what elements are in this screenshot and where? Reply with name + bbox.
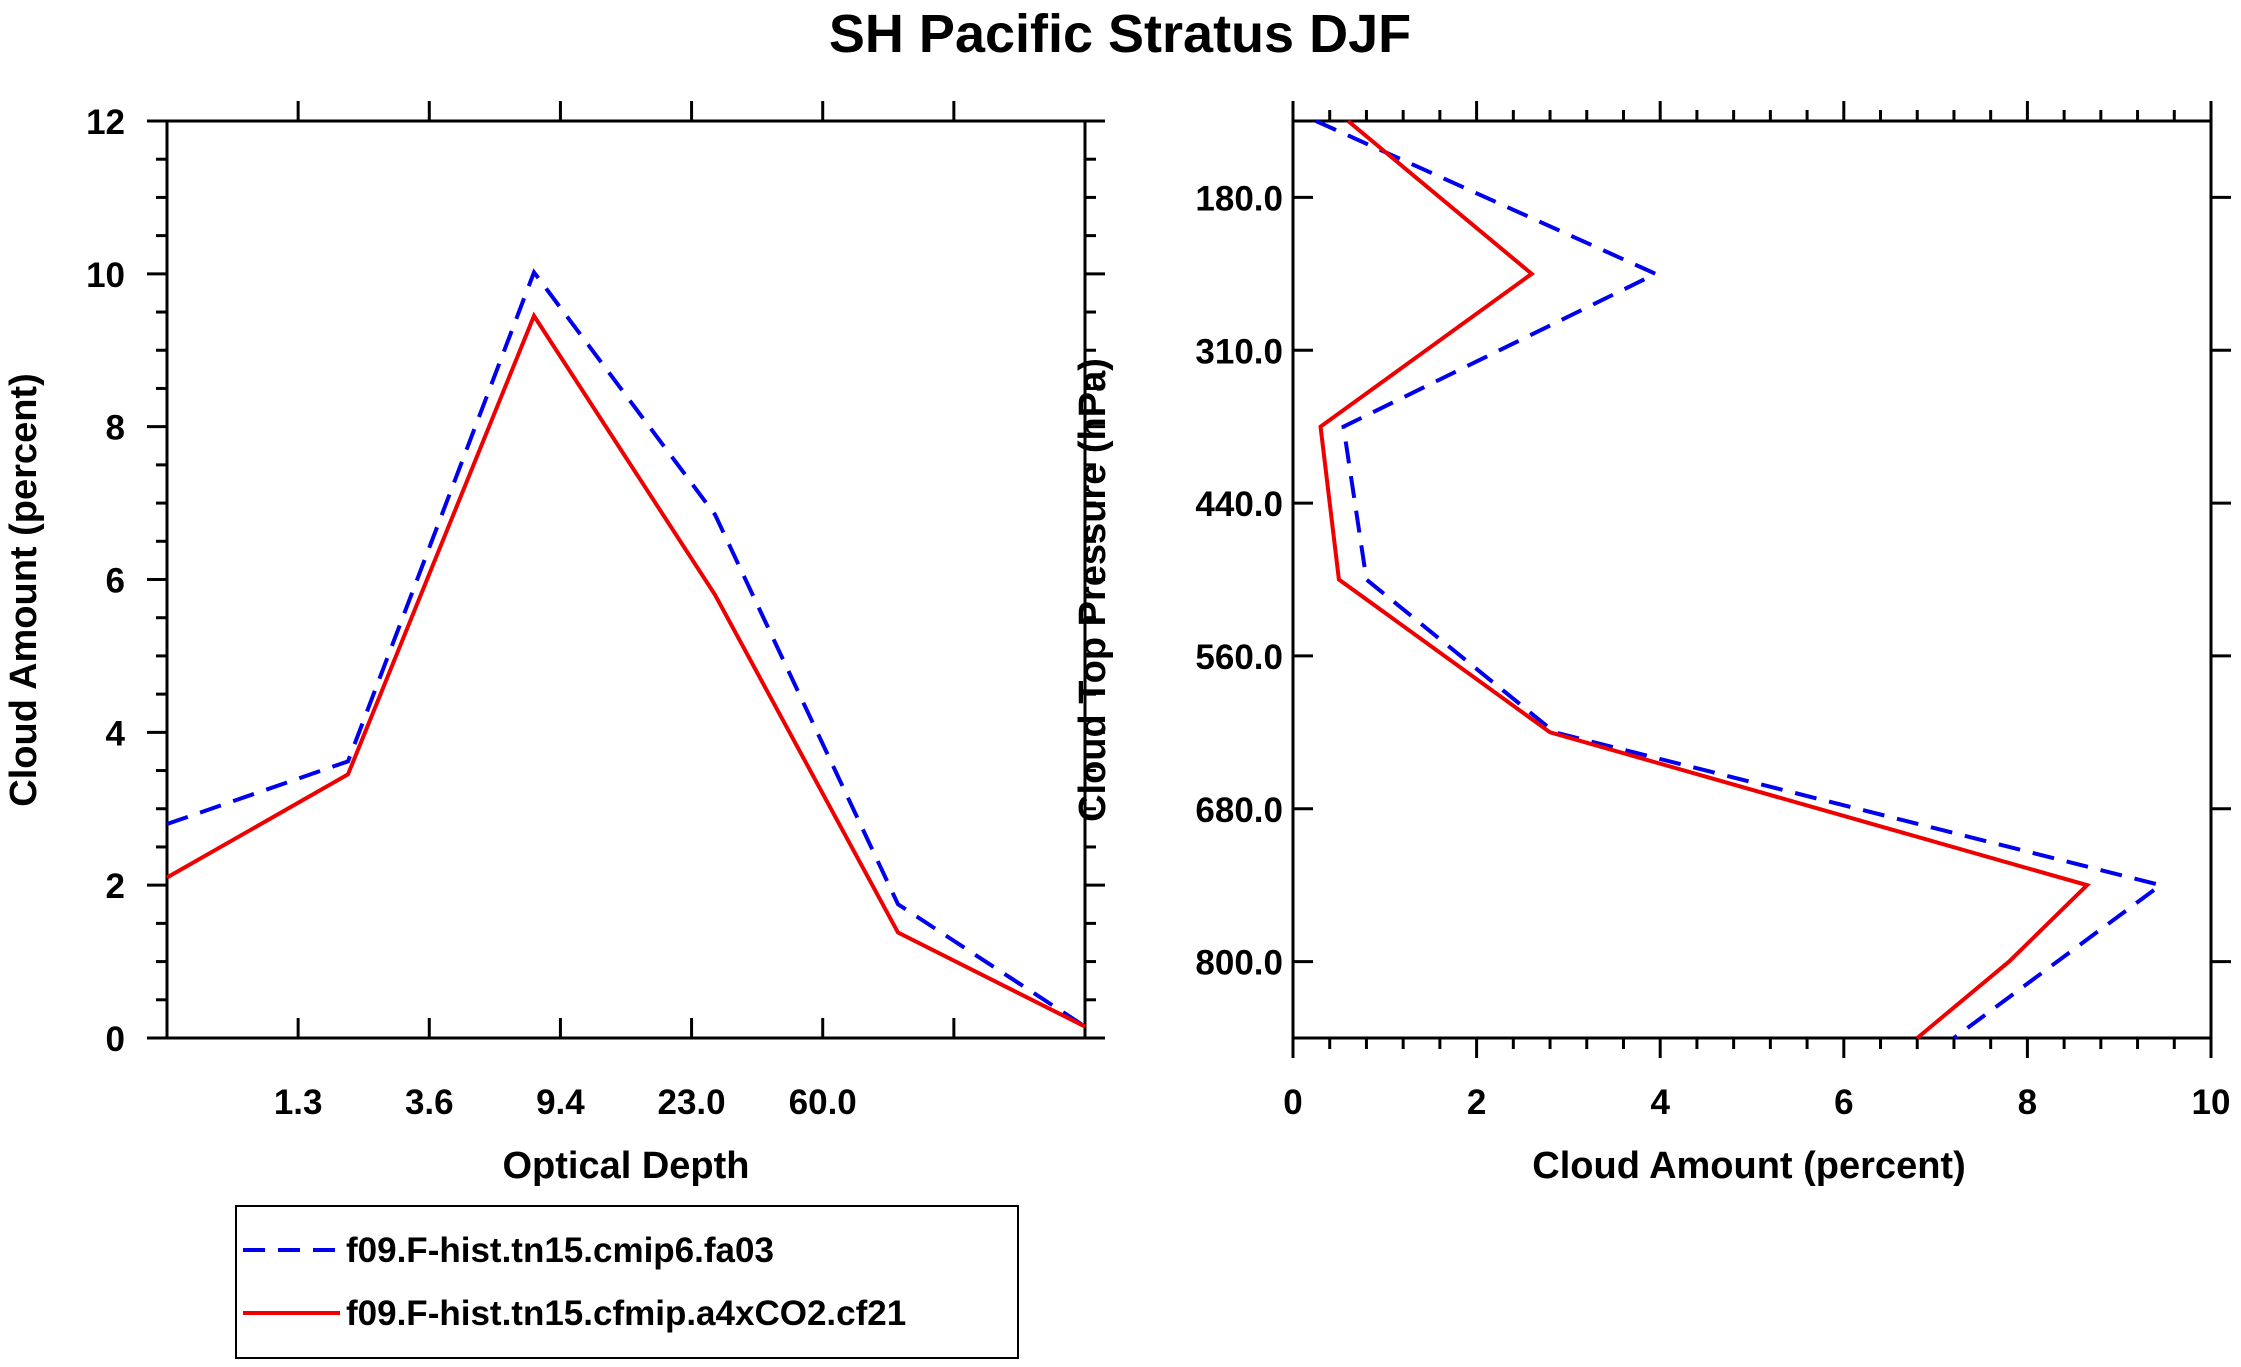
- right-plot-frame: [1291, 119, 2213, 1040]
- left-y-tick-label: 0: [106, 1020, 125, 1059]
- right-x-tick-label: 10: [2192, 1083, 2231, 1122]
- left-x-tick-label: 9.4: [536, 1083, 585, 1122]
- right-x-tick-label: 8: [2018, 1083, 2037, 1122]
- right-y-axis-label: Cloud Top Pressure (hPa): [1072, 358, 1114, 822]
- left-y-axis-label: Cloud Amount (percent): [3, 373, 45, 806]
- left-plot-frame: [165, 119, 1087, 1040]
- right-y-tick-label: 800.0: [1195, 944, 1283, 983]
- left-y-tick-label: 6: [106, 562, 125, 601]
- left-y-tick-label: 12: [86, 103, 125, 142]
- left-y-tick-label: 4: [106, 714, 126, 753]
- right-series-a4xco2-line: [1318, 119, 2091, 1040]
- left-series-cmip6-line: [166, 268, 1087, 1029]
- left-y-tick-label: 8: [106, 409, 125, 448]
- right-x-tick-label: 2: [1467, 1083, 1486, 1122]
- right-x-tick-label: 4: [1650, 1083, 1670, 1122]
- legend-label-a4xco2: f09.F-hist.tn15.cfmip.a4xCO2.cf21: [346, 1294, 906, 1333]
- legend-label-cmip6: f09.F-hist.tn15.cmip6.fa03: [346, 1231, 774, 1270]
- left-y-tick-label: 10: [86, 256, 125, 295]
- right-y-tick-label: 440.0: [1195, 485, 1283, 524]
- right-y-tick-label: 680.0: [1195, 791, 1283, 830]
- left-x-axis-label: Optical Depth: [502, 1145, 749, 1187]
- left-x-tick-label: 1.3: [274, 1083, 323, 1122]
- right-plot: 0 2 4 6 8 10 180.0 310.0 440.0 560.0 680.0 800.0: [1195, 101, 2231, 1122]
- chart-title: SH Pacific Stratus DJF: [829, 4, 1411, 64]
- right-y-tick-label: 560.0: [1195, 638, 1283, 677]
- right-x-tick-label: 6: [1834, 1083, 1853, 1122]
- right-series-cmip6-line: [1315, 119, 2166, 1040]
- legend-box: [235, 1205, 1019, 1359]
- left-x-tick-label: 23.0: [658, 1083, 726, 1122]
- left-x-tick-label: 3.6: [405, 1083, 454, 1122]
- left-x-tick-label: 60.0: [789, 1083, 857, 1122]
- right-x-tick-label: 0: [1283, 1083, 1302, 1122]
- left-y-tick-label: 2: [106, 867, 125, 906]
- left-plot: 1.3 3.6 9.4 23.0 60.0 0 2 4 6 8 10 12: [86, 101, 1105, 1122]
- right-y-tick-label: 310.0: [1195, 332, 1283, 371]
- right-y-tick-label: 180.0: [1195, 179, 1283, 218]
- right-x-axis-label: Cloud Amount (percent): [1532, 1145, 1965, 1187]
- legend: f09.F-hist.tn15.cmip6.fa03 f09.F-hist.tn…: [235, 1205, 1019, 1359]
- left-series-a4xco2-line: [166, 311, 1086, 1029]
